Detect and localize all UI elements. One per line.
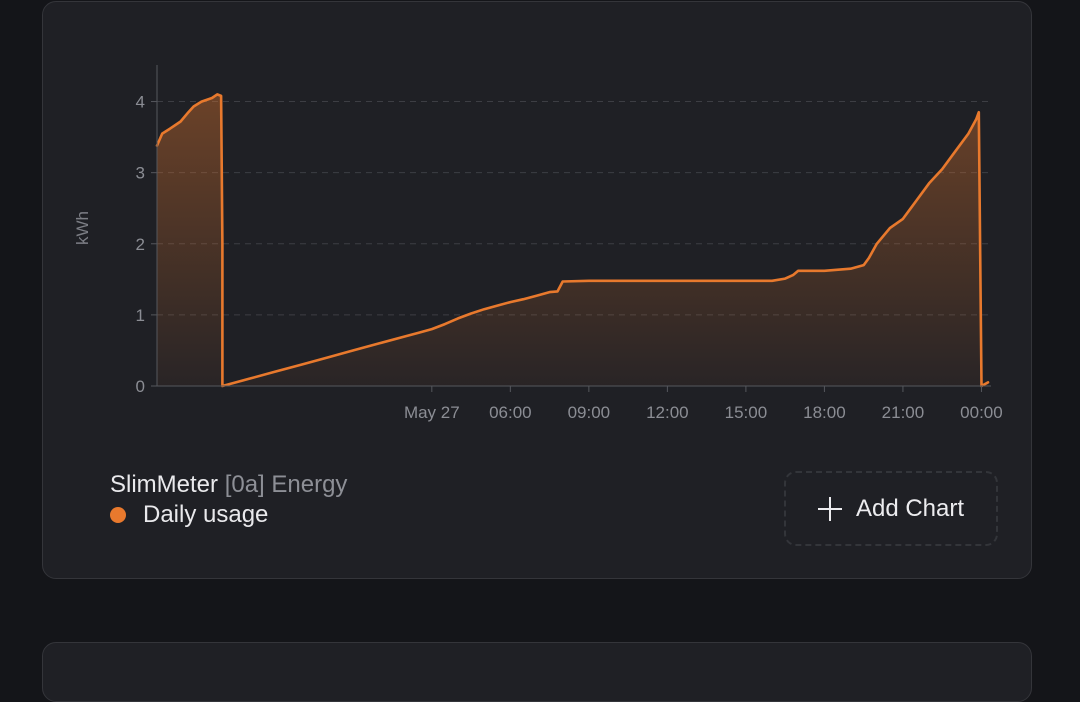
x-tick-label: 21:00 <box>882 403 925 422</box>
legend-color-dot <box>110 507 126 523</box>
next-card <box>42 642 1032 702</box>
legend-channel-name: [0a] Energy <box>224 471 348 498</box>
legend-title: SlimMeter [0a] Energy <box>110 470 347 500</box>
legend-item-daily-usage[interactable]: Daily usage <box>110 501 347 529</box>
x-tick-label: 18:00 <box>803 403 846 422</box>
energy-chart: 0 1 2 3 4 May 27 06:00 09:00 12:00 15:00 18:00 21:0… <box>73 65 1003 422</box>
y-tick-label: 1 <box>136 306 145 325</box>
series-area <box>157 94 988 387</box>
legend-device-name: SlimMeter <box>110 471 219 498</box>
plus-icon <box>817 496 842 521</box>
chart-legend: SlimMeter [0a] Energy Daily usage <box>110 470 347 529</box>
y-axis-label: kWh <box>73 211 92 245</box>
x-tick-label: 00:00 <box>960 403 1003 422</box>
y-tick-label: 3 <box>136 164 145 183</box>
y-tick-label: 4 <box>136 93 145 112</box>
x-tick-label: 12:00 <box>646 403 689 422</box>
x-tick-label: 06:00 <box>489 403 532 422</box>
add-chart-button[interactable]: Add Chart <box>784 471 998 546</box>
x-tick-label: May 27 <box>404 403 460 422</box>
add-chart-label: Add Chart <box>855 494 965 522</box>
y-tick-label: 0 <box>136 377 145 396</box>
legend-item-label: Daily usage <box>143 501 269 528</box>
series-line <box>155 93 990 388</box>
x-tick-label: 15:00 <box>725 403 768 422</box>
y-tick-label: 2 <box>136 235 145 254</box>
x-tick-label: 09:00 <box>568 403 611 422</box>
chart-card: 0 1 2 3 4 May 27 06:00 09:00 12:00 15:00 18:00 21:0… <box>42 1 1032 579</box>
